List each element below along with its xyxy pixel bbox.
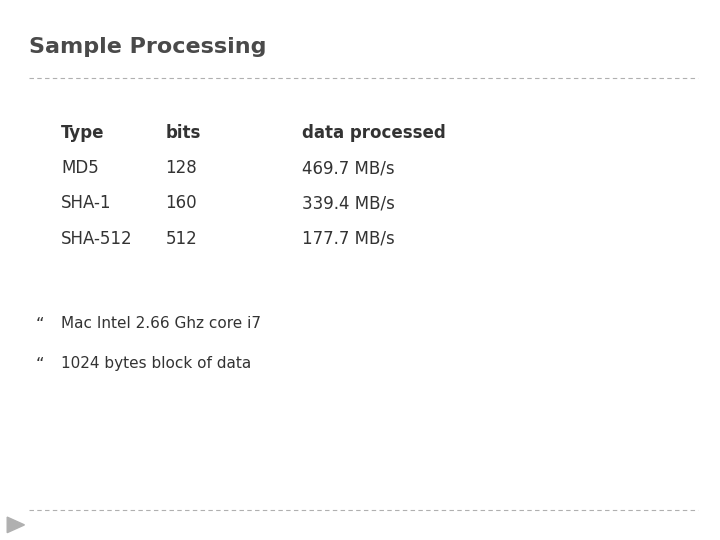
Text: 339.4 MB/s: 339.4 MB/s (302, 194, 395, 212)
Text: MD5: MD5 (61, 159, 99, 177)
Text: SHA-512: SHA-512 (61, 230, 132, 247)
Text: data processed: data processed (302, 124, 446, 142)
Text: 160: 160 (166, 194, 197, 212)
Text: 1024 bytes block of data: 1024 bytes block of data (61, 356, 251, 372)
Text: SHA-1: SHA-1 (61, 194, 112, 212)
Text: 128: 128 (166, 159, 197, 177)
Text: 469.7 MB/s: 469.7 MB/s (302, 159, 395, 177)
Text: Sample Processing: Sample Processing (29, 37, 266, 57)
Text: “: “ (35, 356, 44, 374)
Text: Type: Type (61, 124, 104, 142)
Text: bits: bits (166, 124, 201, 142)
Text: “: “ (35, 316, 44, 334)
Text: 177.7 MB/s: 177.7 MB/s (302, 230, 395, 247)
Text: 512: 512 (166, 230, 197, 247)
Text: Mac Intel 2.66 Ghz core i7: Mac Intel 2.66 Ghz core i7 (61, 316, 261, 331)
Polygon shape (7, 517, 24, 532)
